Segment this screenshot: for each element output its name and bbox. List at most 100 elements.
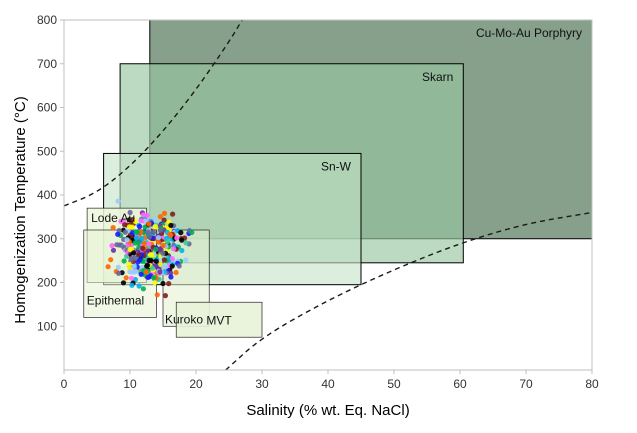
fluid-inclusion-point (110, 247, 117, 253)
region-label-kuroko: Kuroko (165, 312, 203, 326)
fluid-inclusion-point (131, 250, 137, 256)
x-axis-title: Salinity (% wt. Eq. NaCl) (246, 402, 409, 419)
fluid-inclusion-point (179, 247, 185, 254)
fluid-inclusion-point (108, 257, 114, 263)
fluid-inclusion-point (161, 217, 167, 223)
fluid-inclusion-point (152, 280, 158, 286)
fluid-inclusion-point (136, 252, 142, 258)
fluid-inclusion-point (179, 237, 185, 243)
curve-lower-boundary (225, 211, 593, 371)
fluid-inclusion-point (140, 212, 146, 218)
fluid-inclusion-point (140, 286, 146, 292)
fluid-inclusion-point (155, 239, 161, 245)
fluid-inclusion-point (129, 282, 135, 288)
x-tick-label: 70 (519, 377, 533, 391)
fluid-inclusion-point (143, 269, 149, 275)
y-tick-label: 700 (37, 57, 57, 71)
fluid-inclusion-point (154, 292, 160, 298)
y-tick-label: 400 (37, 188, 57, 202)
fluid-inclusion-point (165, 239, 171, 245)
fluid-inclusion-point (123, 275, 129, 281)
x-tick-label: 30 (255, 377, 269, 391)
fluid-inclusion-point (115, 264, 121, 270)
region-label-epithermal: Epithermal (87, 294, 144, 308)
fluid-inclusion-point (150, 229, 157, 236)
region-label-mvt: MVT (206, 314, 232, 328)
region-label-cu-mo-au-porphyry: Cu-Mo-Au Porphyry (476, 26, 582, 40)
fluid-inclusion-point (168, 222, 174, 228)
fluid-inclusion-point (178, 230, 184, 236)
region-label-skarn: Skarn (422, 70, 453, 84)
fluid-inclusion-point (144, 262, 151, 268)
fluid-inclusion-point (160, 242, 166, 249)
fluid-inclusion-point (126, 224, 133, 230)
fluid-inclusion-point (105, 264, 111, 270)
scatter-points (105, 198, 195, 299)
fluid-inclusion-point (168, 274, 174, 280)
fluid-inclusion-point (169, 256, 175, 262)
fluid-inclusion-point (161, 264, 167, 270)
x-tick-label: 60 (453, 377, 467, 391)
fluid-inclusion-point (157, 269, 163, 275)
fluid-inclusion-point (121, 258, 127, 264)
fluid-inclusion-point (129, 275, 135, 281)
region-label-lode-au: Lode Au (91, 211, 135, 225)
fluid-inclusion-point (157, 227, 163, 233)
fluid-inclusion-point (168, 270, 174, 276)
fluid-inclusion-point (141, 240, 147, 247)
x-axis-ticks: 0 10 20 30 40 50 60 70 80 (61, 370, 599, 391)
y-tick-label: 800 (37, 13, 57, 27)
x-tick-label: 0 (61, 377, 68, 391)
region-label-sn-w: Sn-W (321, 159, 352, 173)
fluid-inclusion-point (145, 229, 151, 235)
y-tick-label: 100 (37, 319, 57, 333)
y-tick-label: 500 (37, 144, 57, 158)
fluid-inclusion-point (153, 258, 159, 264)
fluid-inclusion-point (109, 243, 115, 249)
y-tick-label: 200 (37, 276, 57, 290)
fluid-inclusion-point (146, 257, 152, 264)
fluid-inclusion-point (146, 221, 152, 227)
fluid-inclusion-point (160, 250, 166, 256)
fluid-inclusion-point (139, 236, 145, 242)
fluid-inclusion-point (126, 261, 132, 267)
fluid-inclusion-point (183, 257, 189, 263)
fluid-inclusion-point (134, 235, 140, 241)
fluid-inclusion-point (127, 209, 133, 216)
fluid-inclusion-point (160, 280, 166, 287)
x-tick-label: 10 (123, 377, 137, 391)
fluid-inclusion-point (133, 229, 139, 235)
x-tick-label: 50 (387, 377, 401, 391)
fluid-inclusion-point (110, 225, 116, 231)
fluid-inclusion-point (120, 280, 127, 286)
fluid-inclusion-point (140, 245, 146, 251)
fluid-inclusion-point (133, 268, 139, 275)
fluid-inclusion-point (150, 265, 156, 271)
fluid-inclusion-point (147, 252, 154, 258)
fluid-inclusion-point (155, 235, 162, 241)
fluid-inclusion-point (132, 240, 138, 246)
fluid-inclusion-point (122, 222, 128, 228)
fluid-inclusion-point (128, 255, 134, 262)
fluid-inclusion-point (174, 235, 180, 241)
fluid-inclusion-point (146, 234, 152, 240)
fluid-inclusion-point (127, 269, 133, 275)
fluid-inclusion-point (168, 232, 174, 238)
fluid-inclusion-point (176, 263, 182, 269)
deposit-region-labels: Cu-Mo-Au Porphyry Skarn Sn-W Lode Au Epither… (87, 26, 582, 328)
fluid-inclusion-point (137, 223, 143, 230)
y-tick-label: 300 (37, 232, 57, 246)
fluid-inclusion-point (169, 263, 175, 269)
region-mvt (175, 301, 263, 338)
fluid-inclusion-point (124, 237, 130, 243)
fluid-inclusion-point (131, 263, 137, 269)
x-tick-label: 80 (585, 377, 599, 391)
fluid-inclusion-point (138, 271, 144, 277)
fluid-inclusion-point (183, 240, 189, 246)
fluid-inclusion-point (166, 281, 172, 287)
fluid-inclusion-point (161, 257, 167, 263)
y-axis-title: Homogenization Temperature (°C) (12, 96, 29, 324)
fluid-inclusion-point (151, 274, 157, 281)
fluid-inclusion-point (146, 241, 152, 247)
fluid-inclusion-point (138, 218, 144, 224)
